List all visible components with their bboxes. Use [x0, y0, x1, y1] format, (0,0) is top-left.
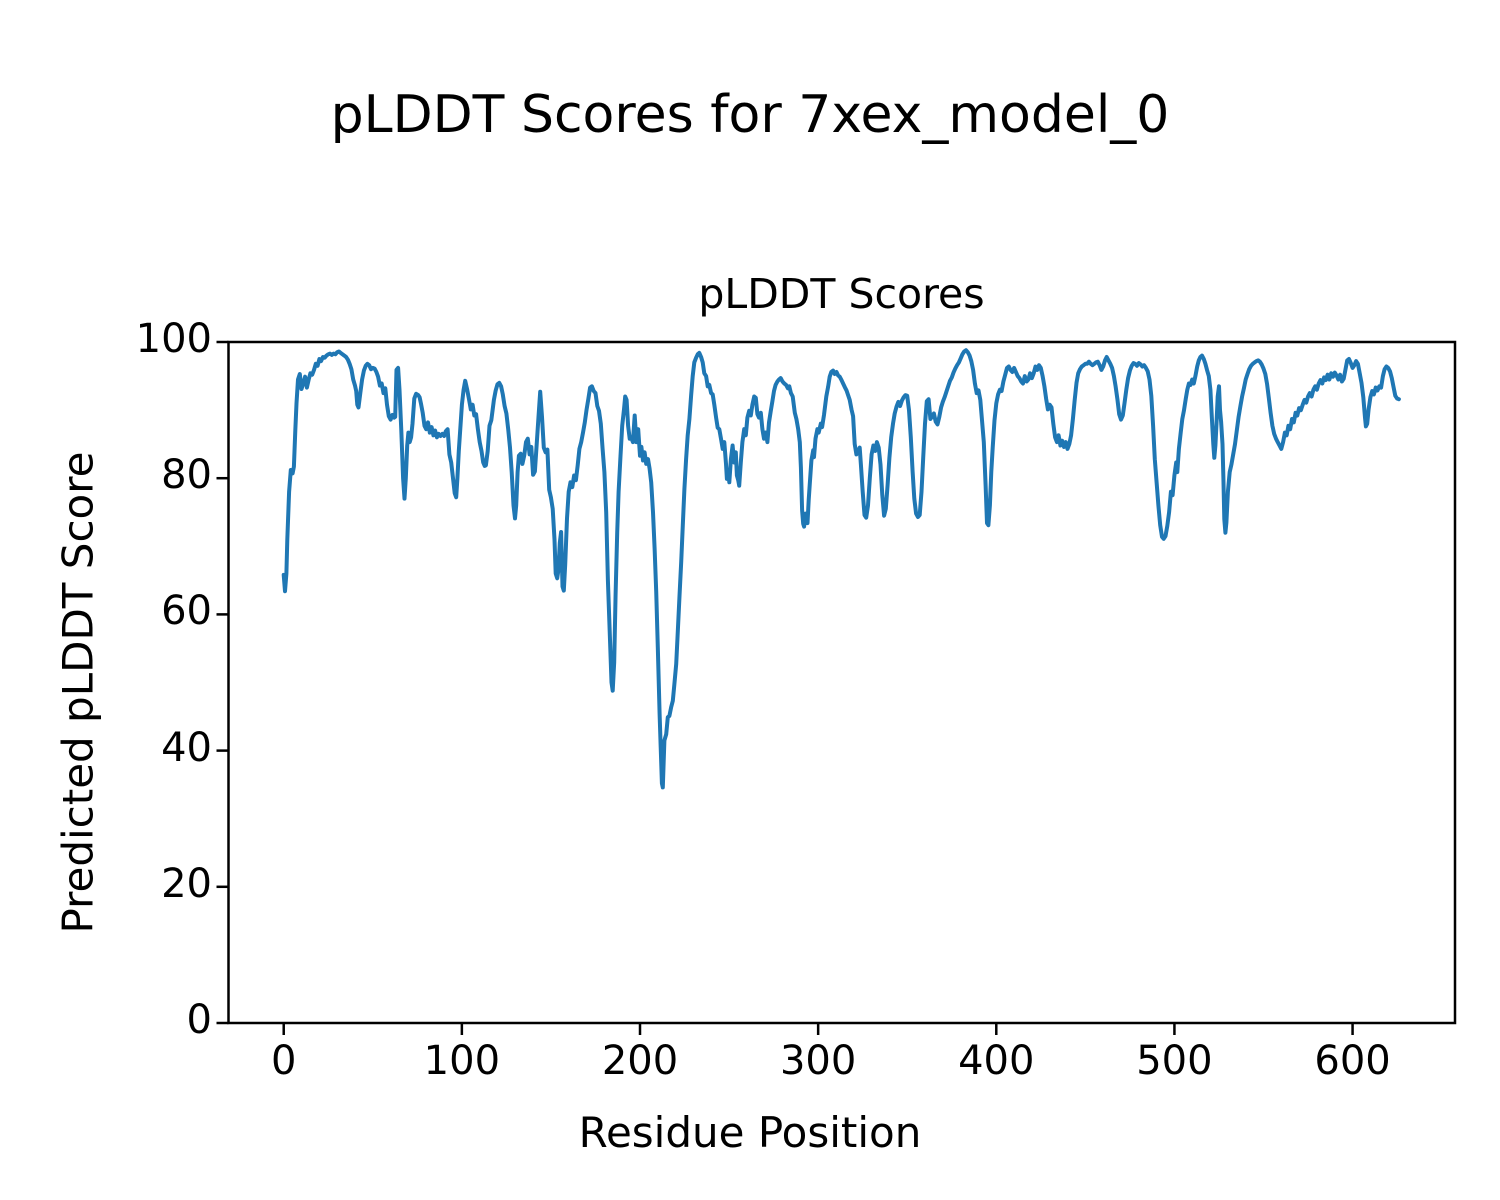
x-tick-label: 600 — [1314, 1038, 1391, 1084]
figure-title: pLDDT Scores for 7xex_model_0 — [330, 85, 1170, 145]
x-tick-label: 200 — [601, 1038, 679, 1084]
y-tick-label: 0 — [186, 997, 212, 1043]
x-tick-label: 300 — [779, 1038, 857, 1084]
y-axis-label: Predicted pLDDT Score — [53, 451, 103, 934]
x-tick-label: 100 — [423, 1038, 501, 1084]
axes-title: pLDDT Scores — [698, 270, 985, 318]
plddt-line — [281, 348, 1401, 790]
axes-spines — [227, 340, 1457, 1025]
y-tick-label: 80 — [161, 452, 212, 499]
y-tick-label: 20 — [161, 860, 212, 907]
y-tick-label: 100 — [135, 316, 212, 362]
y-tick-label: 40 — [161, 724, 212, 771]
x-tick-label: 400 — [958, 1038, 1035, 1084]
x-axis-label: Residue Position — [578, 1108, 922, 1157]
y-tick-label: 60 — [161, 588, 212, 635]
x-tick-label: 500 — [1136, 1038, 1213, 1084]
x-tick-label: 0 — [270, 1038, 297, 1084]
